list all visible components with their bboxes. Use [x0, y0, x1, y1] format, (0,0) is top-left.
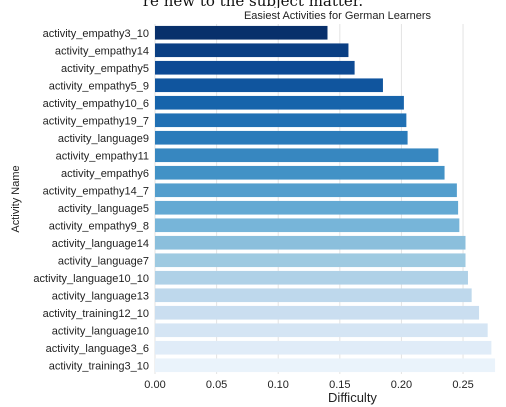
bar — [155, 270, 468, 285]
x-tick-labels: 0.00 0.05 0.10 0.15 0.20 0.25 — [144, 379, 473, 391]
y-tick-label: activity_empathy14_7 — [43, 185, 149, 197]
x-tick-label: 0.20 — [391, 379, 412, 391]
clipped-caption-text: re new to the subject matter. — [0, 0, 506, 8]
y-tick-label: activity_language9 — [58, 133, 149, 145]
bar — [155, 323, 488, 338]
y-tick-label: activity_training3_10 — [49, 360, 149, 372]
bar — [155, 305, 480, 320]
bar — [155, 148, 439, 163]
bar — [155, 218, 460, 233]
bar — [155, 25, 328, 40]
bar — [155, 95, 404, 110]
bar — [155, 130, 408, 145]
bar — [155, 253, 466, 268]
y-tick-label: activity_language7 — [58, 255, 149, 267]
bar — [155, 183, 457, 198]
y-tick-label: activity_empathy5 — [61, 63, 149, 75]
y-tick-labels: activity_empathy3_10 activity_empathy14ac… — [33, 28, 149, 373]
bar — [155, 200, 459, 215]
bar — [155, 60, 355, 75]
bar — [155, 340, 492, 355]
y-tick-label: activity_language5 — [58, 203, 149, 215]
chart-title: Easiest Activities for German Learners — [244, 10, 432, 22]
bar — [155, 113, 407, 128]
y-tick-label: activity_empathy19_7 — [43, 115, 149, 127]
y-tick-label: activity_language10 — [52, 325, 149, 337]
bar — [155, 165, 445, 180]
y-tick-label: activity_language10_10 — [33, 273, 149, 285]
bar — [155, 235, 466, 250]
y-tick-label: activity_empathy5_9 — [49, 80, 149, 92]
y-tick-label: activity_empathy6 — [61, 168, 149, 180]
x-tick-label: 0.25 — [452, 379, 473, 391]
y-tick-label: activity_language14 — [52, 238, 149, 250]
bar — [155, 288, 472, 303]
x-tick-label: 0.10 — [268, 379, 289, 391]
y-tick-label: activity_empathy3_10 — [43, 28, 149, 40]
y-tick-label: activity_empathy11 — [56, 150, 149, 162]
y-tick-label: activity_language13 — [52, 290, 149, 302]
y-tick-label: activity_training12_10 — [43, 308, 149, 320]
bar — [155, 358, 496, 373]
x-tick-label: 0.15 — [329, 379, 350, 391]
y-tick-label: activity_empathy10_6 — [43, 98, 149, 110]
bar — [155, 43, 349, 58]
grid-lines — [154, 24, 464, 374]
y-tick-label: activity_language3_6 — [46, 343, 149, 355]
y-axis-title: Activity Name — [10, 165, 22, 232]
y-tick-label: activity_empathy9_8 — [49, 220, 149, 232]
bar — [155, 78, 383, 93]
y-tick-label: activity_empathy14 — [55, 45, 149, 57]
bars-group — [155, 25, 496, 373]
x-tick-label: 0.00 — [144, 379, 165, 391]
x-tick-label: 0.05 — [206, 379, 227, 391]
x-axis-title: Difficulty — [328, 390, 377, 405]
